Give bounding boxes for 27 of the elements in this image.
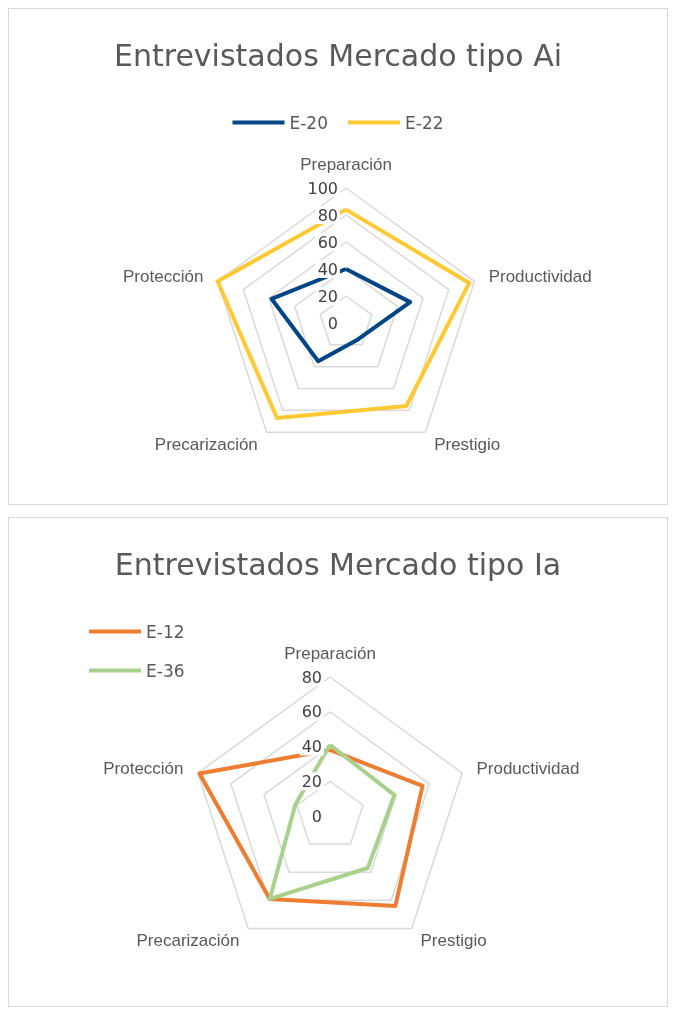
y-tick-label: 80 — [301, 667, 322, 687]
spoke-label: Productividad — [476, 758, 580, 778]
y-tick-label: 40 — [317, 259, 338, 279]
legend-label: E-22 — [405, 112, 444, 133]
y-tick-label: 60 — [301, 702, 322, 722]
y-tick-label: 80 — [317, 205, 338, 225]
spoke-label: Protección — [103, 758, 184, 778]
y-tick-label: 100 — [307, 178, 338, 198]
chart-title: Entrevistados Mercado tipo Ai — [113, 37, 563, 73]
y-tick-label: 60 — [317, 232, 338, 252]
spoke-label: Prestigio — [420, 931, 487, 951]
spoke-label: Preparación — [284, 644, 376, 663]
spoke-label: Prestigio — [434, 434, 501, 454]
y-tick-label: 20 — [301, 771, 322, 791]
spoke-label: Precarización — [154, 434, 258, 454]
spoke-label: Preparación — [300, 155, 392, 174]
legend-label: E-20 — [289, 112, 329, 133]
y-tick-label: 20 — [317, 286, 338, 306]
chart-title: Entrevistados Mercado tipo Ia — [114, 546, 562, 582]
y-tick-label: 0 — [311, 806, 322, 826]
spoke-label: Protección — [123, 267, 204, 287]
legend-label: E-12 — [146, 621, 185, 642]
y-tick-label: 0 — [327, 313, 338, 333]
spoke-label: Productividad — [488, 267, 592, 287]
spoke-label: Precarización — [136, 931, 240, 951]
legend-label: E-36 — [146, 660, 185, 681]
y-tick-label: 40 — [301, 737, 322, 756]
